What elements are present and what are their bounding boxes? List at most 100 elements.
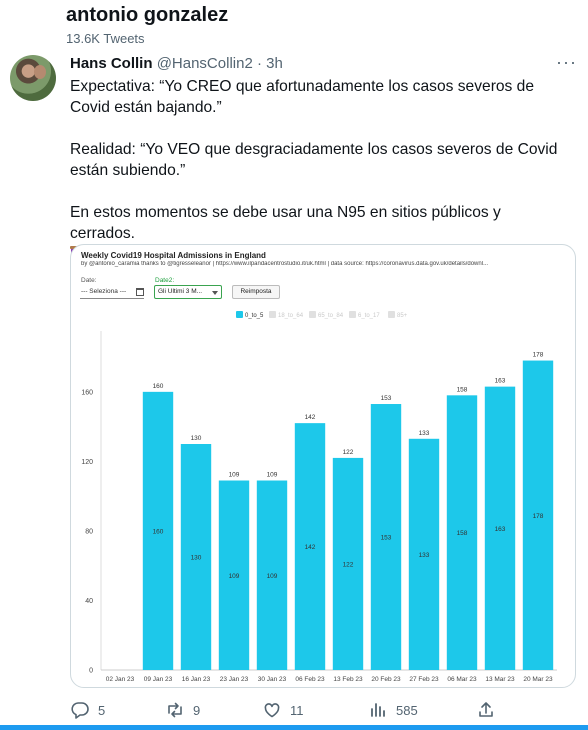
y-tick-label: 120 (81, 459, 93, 466)
tweet-media-chart[interactable]: Weekly Covid19 Hospital Admissions in En… (70, 244, 576, 688)
author-avatar[interactable] (10, 55, 56, 101)
y-tick-label: 0 (89, 668, 93, 675)
checkbox-icon (388, 311, 395, 318)
reply-count: 5 (98, 703, 106, 718)
calendar-icon[interactable] (136, 288, 144, 296)
bar-inner-value-label: 130 (191, 555, 202, 562)
chart-bar (332, 457, 364, 670)
x-tick-label: 23 Jan 23 (220, 676, 249, 683)
bar-inner-value-label: 133 (419, 552, 430, 559)
chart-title: Weekly Covid19 Hospital Admissions in En… (81, 251, 266, 260)
checkbox-checked-icon (236, 311, 243, 318)
like-count: 11 (290, 703, 304, 718)
date-select-value: --- Seleziona --- (81, 288, 127, 295)
y-tick-label: 40 (85, 598, 93, 605)
chart-bar (370, 404, 402, 670)
x-tick-label: 09 Jan 23 (144, 676, 173, 683)
bar-value-label: 158 (457, 386, 468, 393)
date-label: Date: (81, 277, 97, 284)
y-tick-label: 160 (81, 389, 93, 396)
tweet-text: Expectativa: “Yo CREO que afortunadament… (70, 76, 570, 268)
x-tick-label: 13 Mar 23 (485, 676, 515, 683)
x-tick-label: 06 Mar 23 (447, 676, 477, 683)
bar-inner-value-label: 178 (533, 513, 544, 520)
chart-bar (294, 423, 326, 670)
tweet-paragraph: En estos momentos se debe usar una N95 e… (70, 204, 501, 242)
retweet-icon (168, 702, 182, 718)
x-tick-label: 27 Feb 23 (409, 676, 439, 683)
retweet-count: 9 (193, 703, 201, 718)
views-chart-icon (371, 703, 385, 717)
bar-value-label: 109 (229, 472, 240, 479)
chart-bar (446, 395, 478, 670)
separator-dot: · (256, 55, 262, 72)
reset-button[interactable]: Reimposta (232, 285, 280, 299)
legend-label: 18_to_64 (278, 313, 304, 319)
tweet-timestamp[interactable]: 3h (266, 55, 283, 72)
reply-icon (71, 702, 89, 719)
chart-bar (522, 360, 554, 670)
chart-bar (142, 391, 174, 670)
bar-inner-value-label: 163 (495, 526, 506, 533)
bar-value-label: 178 (533, 352, 544, 359)
author-line: Hans Collin @HansCollin2 · 3h (70, 55, 283, 72)
legend-label: 65_to_84 (318, 313, 344, 319)
tweet-actions: 5 9 11 585 (0, 692, 588, 728)
chevron-down-icon (212, 291, 218, 295)
legend-label: 0_to_5 (245, 313, 264, 319)
x-tick-label: 20 Mar 23 (523, 676, 553, 683)
profile-header: antonio gonzalez 13.6K Tweets (0, 0, 588, 50)
views-count: 585 (396, 703, 418, 718)
profile-name: antonio gonzalez (66, 4, 229, 26)
legend-label: 85+ (397, 313, 408, 319)
bar-value-label: 133 (419, 430, 430, 437)
checkbox-icon (309, 311, 316, 318)
author-name[interactable]: Hans Collin (70, 55, 153, 72)
legend-item-6_to_17[interactable]: 6_to_17 (349, 311, 380, 321)
x-tick-label: 02 Jan 23 (106, 676, 135, 683)
bar-value-label: 153 (381, 395, 392, 402)
checkbox-icon (269, 311, 276, 318)
tweet-count: 13.6K Tweets (66, 31, 145, 46)
legend-item-0_to_5[interactable]: 0_to_5 (236, 311, 263, 321)
x-tick-label: 20 Feb 23 (371, 676, 401, 683)
legend-item-65_to_84[interactable]: 65_to_84 (309, 311, 343, 321)
legend-label: 6_to_17 (358, 313, 380, 319)
x-tick-label: 30 Jan 23 (258, 676, 287, 683)
bar-inner-value-label: 142 (305, 544, 316, 551)
date2-label: Date2: (155, 277, 175, 284)
tweet-paragraph: Realidad: “Yo VEO que desgraciadamente l… (70, 141, 558, 179)
date2-select-value: Gli Ultimi 3 M... (158, 288, 203, 295)
chart-bar (218, 480, 250, 670)
date-select[interactable]: --- Seleziona --- (80, 286, 144, 299)
bar-value-label: 109 (267, 472, 278, 479)
chart-bar (484, 386, 516, 670)
chart-subtitle: by @antonio_caramia thanks to @tigressel… (81, 261, 489, 267)
bar-inner-value-label: 158 (457, 530, 468, 537)
bar-inner-value-label: 109 (267, 573, 278, 580)
date2-select[interactable]: Gli Ultimi 3 M... (154, 285, 222, 299)
x-tick-label: 06 Feb 23 (295, 676, 325, 683)
chart-bar (256, 480, 288, 670)
y-tick-label: 80 (85, 528, 93, 535)
x-tick-label: 16 Jan 23 (182, 676, 211, 683)
share-icon (479, 702, 493, 717)
bar-value-label: 130 (191, 435, 202, 442)
legend-item-18_to_64[interactable]: 18_to_64 (269, 311, 303, 321)
more-options-icon[interactable]: ··· (556, 52, 577, 72)
bottom-accent-bar (0, 725, 588, 730)
bar-inner-value-label: 109 (229, 573, 240, 580)
bar-value-label: 122 (343, 449, 354, 456)
chart-legend: 0_to_5 18_to_64 65_to_84 6_to_17 85+ (71, 311, 575, 321)
bar-inner-value-label: 153 (381, 535, 392, 542)
legend-item-85+[interactable]: 85+ (388, 311, 407, 321)
author-handle[interactable]: @HansCollin2 (156, 55, 253, 72)
bar-value-label: 160 (153, 383, 164, 390)
tweet-paragraph: Expectativa: “Yo CREO que afortunadament… (70, 78, 535, 116)
bar-inner-value-label: 122 (343, 561, 354, 568)
chart-bar (408, 438, 440, 670)
bar-chart: 0 40 80 120 160 02 Jan 23 09 Jan 23 160 160 16 Ja… (81, 331, 557, 683)
bar-value-label: 142 (305, 414, 316, 421)
heart-icon (264, 703, 280, 718)
bar-value-label: 163 (495, 378, 506, 385)
